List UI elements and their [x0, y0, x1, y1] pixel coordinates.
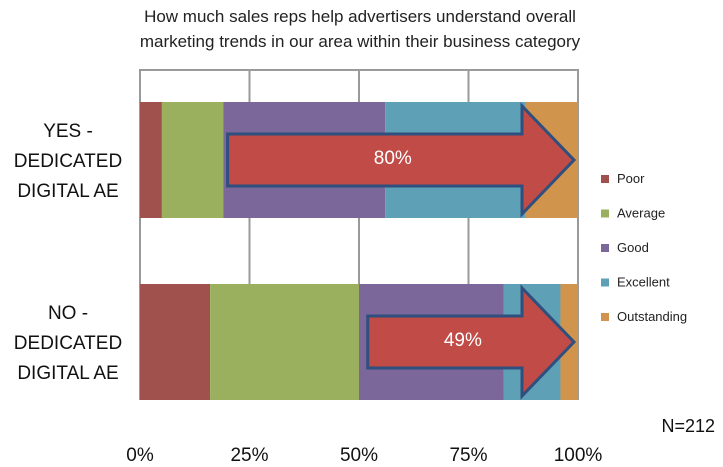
legend-swatch [601, 244, 609, 252]
category-label: DIGITAL AE [17, 181, 118, 202]
legend-label: Poor [617, 171, 645, 186]
legend-label: Average [617, 206, 665, 221]
x-tick-label: 25% [230, 445, 268, 466]
annotation-arrow [366, 284, 577, 400]
bar-segment-poor [140, 284, 211, 400]
chart-title: How much sales reps help advertisers und… [140, 7, 581, 51]
x-tick-label: 100% [554, 445, 603, 466]
category-label: DEDICATED [14, 151, 122, 172]
legend-swatch [601, 175, 609, 183]
sample-size-note: N=212 [661, 416, 715, 436]
category-label: YES - [43, 121, 93, 142]
legend: Poor Average Good Excellent Outstanding [601, 171, 687, 324]
legend-label: Good [617, 240, 649, 255]
bar-segment-average [210, 284, 359, 400]
category-label: DIGITAL AE [17, 363, 118, 384]
chart-title-line-2: marketing trends in our area within thei… [140, 32, 581, 51]
legend-label: Excellent [617, 275, 670, 290]
x-tick-label: 75% [449, 445, 487, 466]
legend-swatch [601, 278, 609, 287]
x-tick-label: 50% [340, 445, 378, 466]
category-label: DEDICATED [14, 333, 122, 354]
bar-segment-average [161, 102, 224, 218]
x-tick-label: 0% [126, 445, 154, 466]
category-label: NO - [48, 303, 88, 324]
legend-swatch [601, 313, 609, 321]
bar-segment-poor [140, 102, 162, 218]
annotation-arrow-label: 80% [374, 148, 412, 169]
annotation-arrow [226, 102, 577, 218]
chart-title-line-1: How much sales reps help advertisers und… [144, 7, 576, 26]
legend-label: Outstanding [617, 309, 687, 324]
annotation-arrows: 80% 49% [226, 102, 577, 400]
x-axis-ticks: 0% 25% 50% 75% 100% [126, 445, 602, 466]
category-labels: YES - DEDICATED DIGITAL AE NO - DEDICATED DIG… [14, 121, 122, 384]
annotation-arrow-label: 49% [444, 330, 482, 351]
legend-swatch [601, 209, 609, 218]
